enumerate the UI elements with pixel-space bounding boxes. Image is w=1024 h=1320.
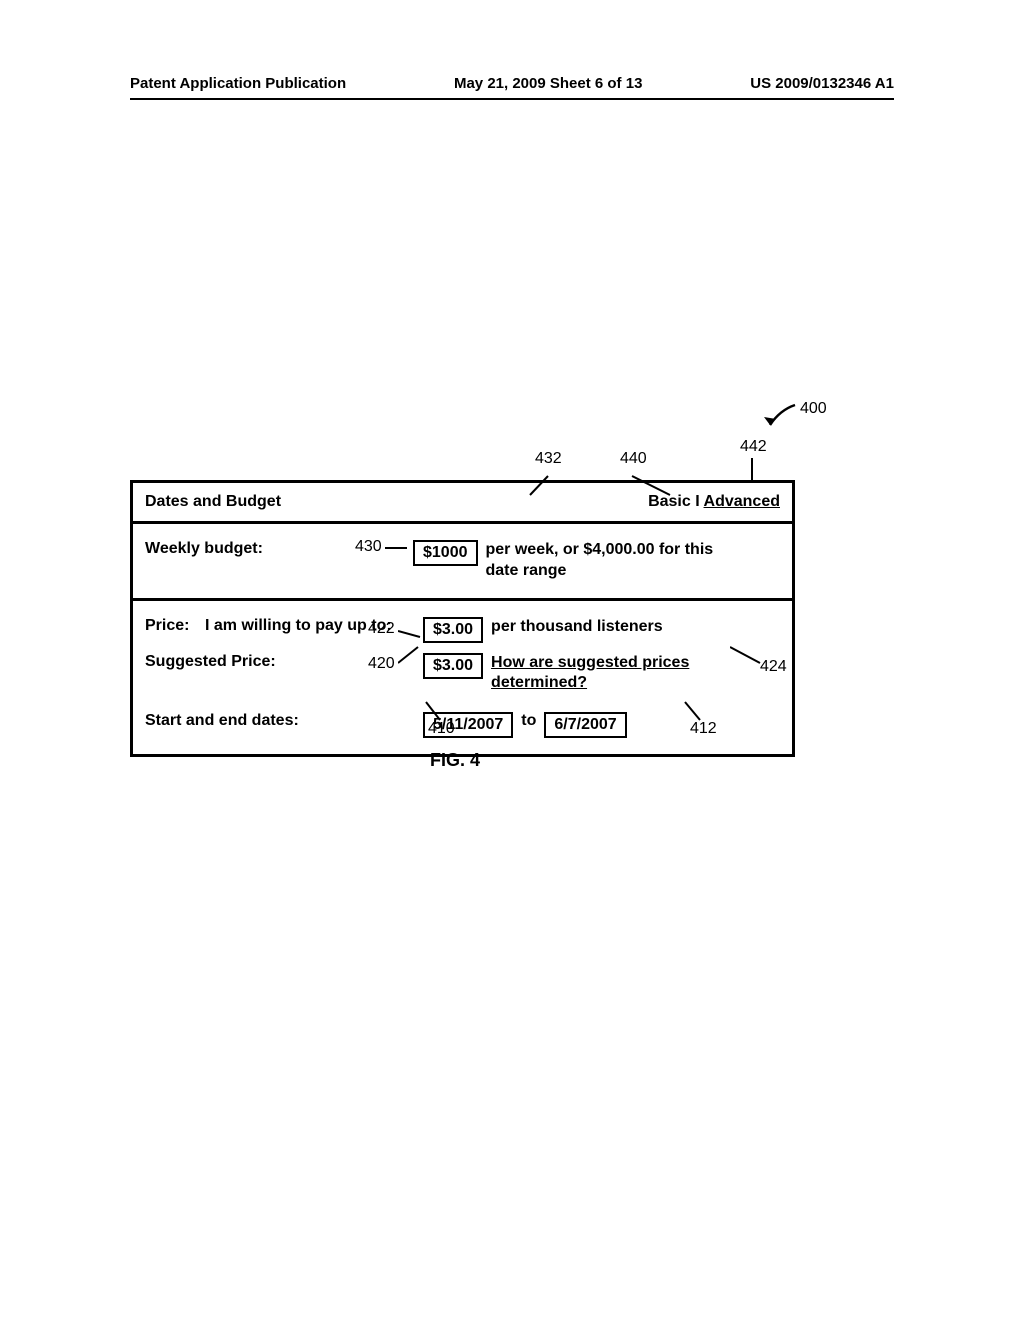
dates-to: to — [521, 712, 536, 730]
header-right: US 2009/0132346 A1 — [750, 75, 894, 92]
price-trail: per thousand listeners — [491, 617, 663, 638]
price-input[interactable]: $3.00 — [423, 617, 483, 643]
dates-budget-panel: Dates and Budget Basic I Advanced Weekly… — [130, 480, 795, 757]
page-header: Patent Application Publication May 21, 2… — [0, 75, 1024, 92]
header-center: May 21, 2009 Sheet 6 of 13 — [454, 75, 642, 92]
tab-basic[interactable]: Basic — [648, 493, 691, 510]
panel-title: Dates and Budget — [145, 493, 281, 511]
callout-424: 424 — [760, 658, 787, 676]
tab-separator: I — [691, 493, 704, 510]
figure-label: FIG. 4 — [430, 750, 480, 771]
callout-440: 440 — [620, 450, 647, 468]
tab-group: Basic I Advanced — [648, 493, 780, 511]
weekly-budget-input[interactable]: $1000 — [413, 540, 478, 566]
tab-advanced[interactable]: Advanced — [704, 493, 780, 510]
suggested-price-link[interactable]: How are suggested prices determined? — [491, 653, 711, 695]
price-label: Price: — [145, 617, 205, 635]
dates-label: Start and end dates: — [145, 712, 415, 730]
suggested-price-box: $3.00 — [423, 653, 483, 679]
weekly-budget-trail: per week, or $4,000.00 for this date ran… — [486, 540, 746, 582]
panel-header-section: Dates and Budget Basic I Advanced — [133, 483, 792, 524]
callout-430: 430 — [355, 538, 382, 556]
header-rule — [130, 98, 894, 100]
figure-area: 400 442 440 432 Dates and Budget Basic I… — [130, 430, 850, 757]
callout-432: 432 — [535, 450, 562, 468]
callout-422: 422 — [368, 620, 395, 638]
weekly-budget-section: Weekly budget: $1000 per week, or $4,000… — [133, 524, 792, 601]
header-left: Patent Application Publication — [130, 75, 346, 92]
callout-400: 400 — [800, 400, 827, 418]
callout-442: 442 — [740, 438, 767, 456]
end-date-input[interactable]: 6/7/2007 — [544, 712, 626, 738]
callout-412: 412 — [690, 720, 717, 738]
callout-420: 420 — [368, 655, 395, 673]
callout-410: 410 — [428, 720, 455, 738]
